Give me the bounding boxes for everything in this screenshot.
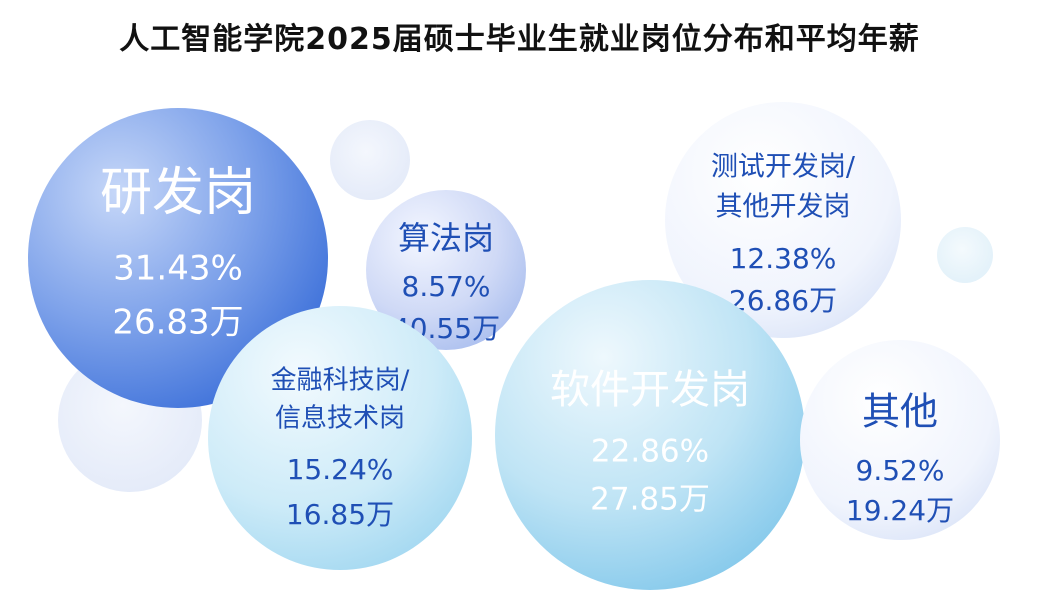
bubble-share-label: 8.57% (402, 270, 491, 303)
bubble-name-label: 测试开发岗/ (711, 152, 856, 183)
bubble-name-label: 其他 (862, 390, 938, 434)
bubble-name-label: 软件开发岗 (550, 367, 750, 413)
bubble-6: 其他 9.52% 19.24万 (800, 340, 1000, 540)
bubble-share-label: 15.24% (287, 453, 394, 486)
chart-title: 人工智能学院2025届硕士毕业生就业岗位分布和平均年薪 (119, 22, 920, 57)
bubble-name-label: 信息技术岗 (275, 404, 405, 434)
bubble-5: 软件开发岗 22.86% 27.85万 (495, 280, 805, 590)
bubble-share-label: 9.52% (856, 454, 945, 487)
bubble-circle (366, 190, 526, 350)
decor-bubble (330, 120, 410, 200)
bubble-salary-label: 27.85万 (590, 482, 710, 518)
bubble-share-label: 22.86% (591, 434, 709, 470)
bubble-circle (665, 102, 901, 338)
bubble-1: 研发岗 31.43% 26.83万 (28, 108, 328, 408)
decor-bubble (937, 227, 993, 283)
bubble-share-label: 12.38% (730, 242, 837, 275)
bubble-salary-label: 16.85万 (286, 498, 394, 531)
bubble-salary-label: 26.86万 (729, 284, 837, 317)
bubble-circle (28, 108, 328, 408)
bubble-circle (208, 306, 472, 570)
bubble-salary-label: 19.24万 (846, 494, 954, 527)
bubble-name-label: 其他开发岗 (716, 192, 851, 223)
bubble-circle (495, 280, 805, 590)
bubble-name-label: 研发岗 (100, 163, 256, 223)
bubble-name-label: 金融科技岗/ (271, 366, 410, 396)
bubble-share-label: 31.43% (113, 249, 243, 289)
bubble-salary-label: 26.83万 (112, 303, 243, 343)
bubble-4: 金融科技岗/信息技术岗 15.24% 16.85万 (208, 306, 472, 570)
bubble-name-label: 算法岗 (398, 219, 494, 257)
bubble-circle (800, 340, 1000, 540)
bubble-3: 测试开发岗/其他开发岗 12.38% 26.86万 (665, 102, 901, 338)
